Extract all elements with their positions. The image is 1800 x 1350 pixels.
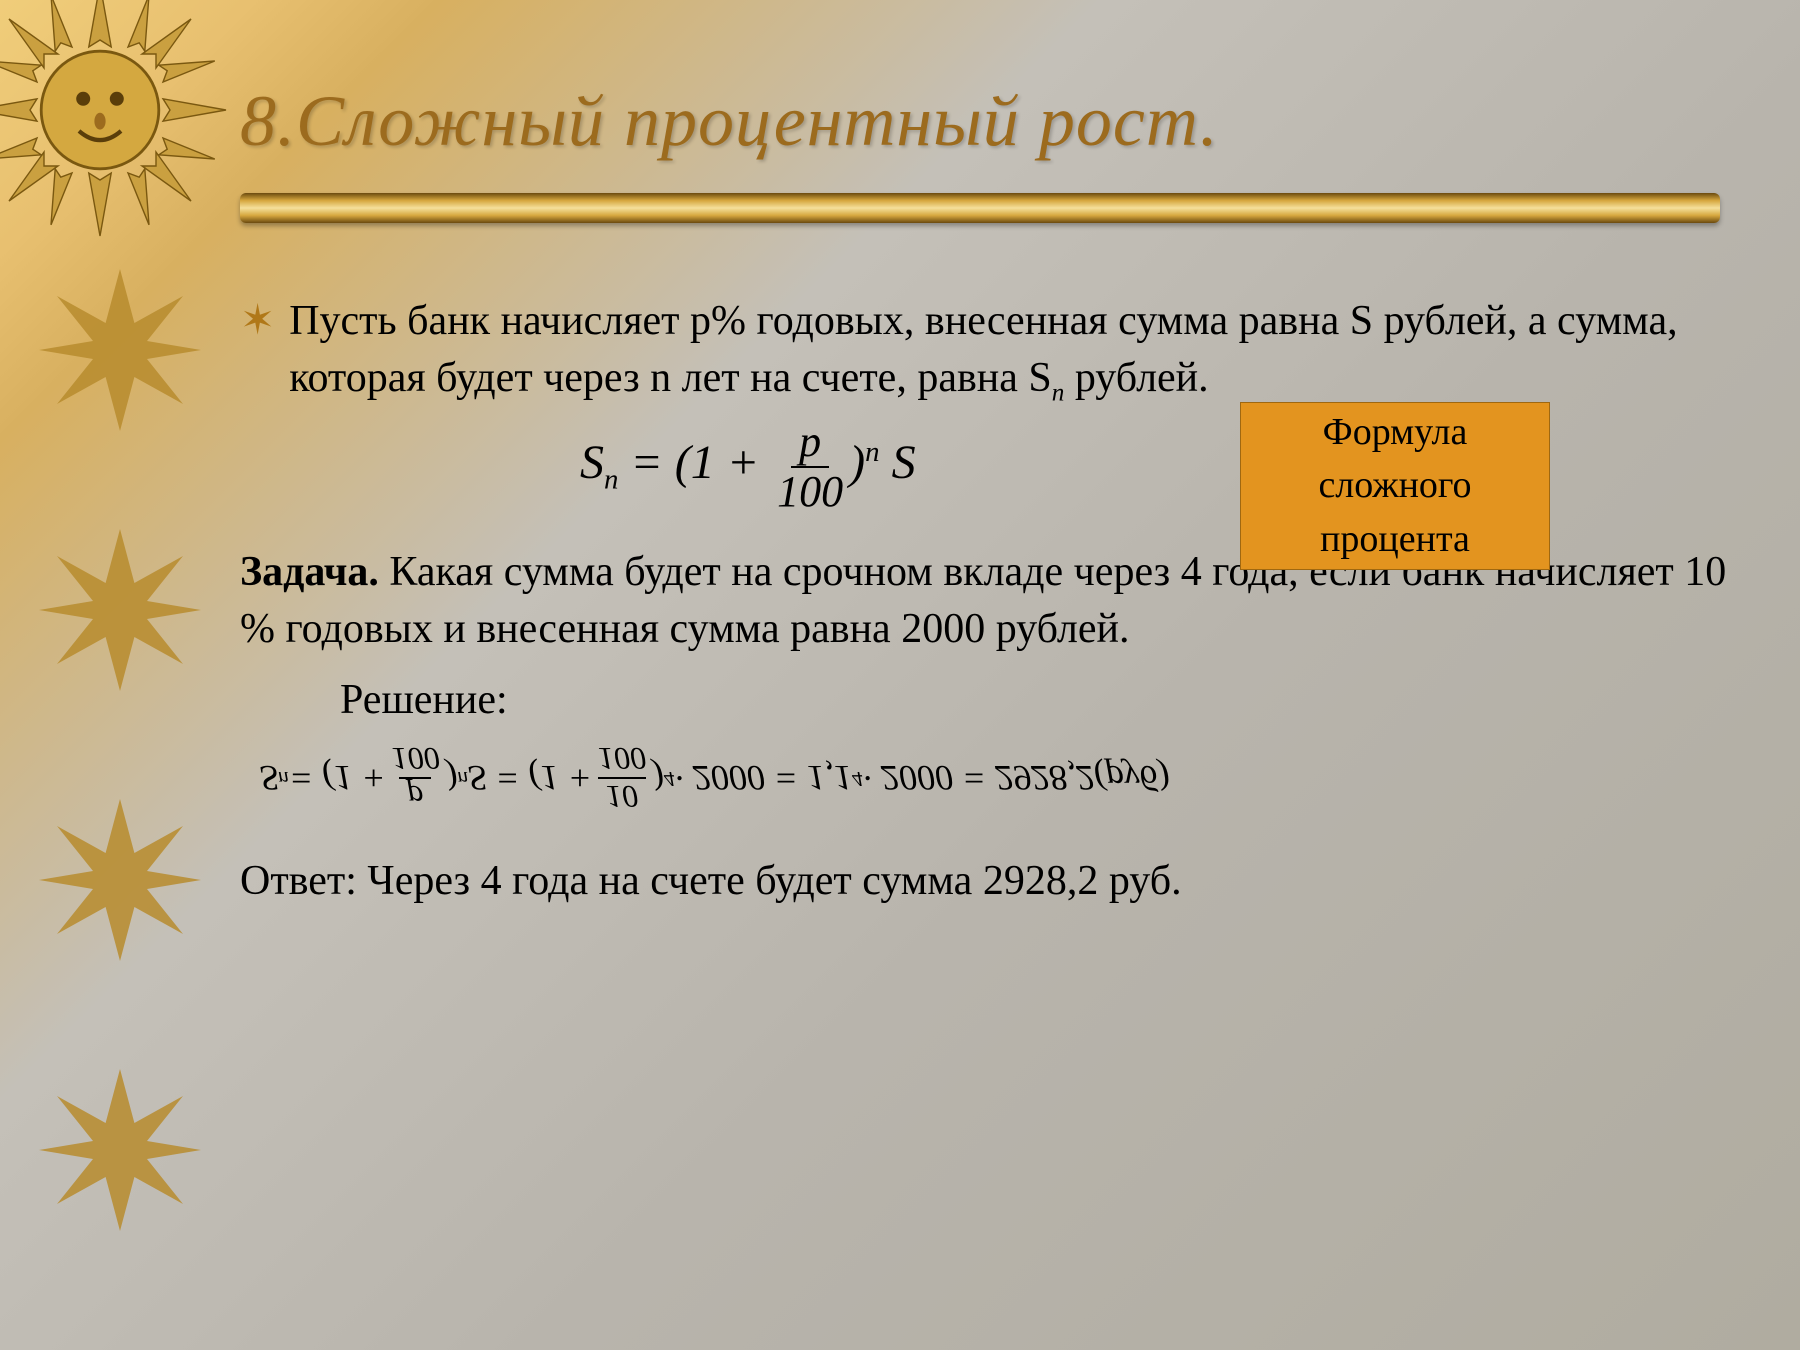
sun-icon [0,0,240,250]
answer-text: Ответ: Через 4 года на счете будет сумма… [240,853,1740,910]
solution-formula: Sn = (1 + p100)n S = (1 + 10100)4 · 2000… [260,743,1740,813]
compound-interest-formula: Sn = (1 + p100)n S [580,420,916,514]
bullet-icon: ✶ [240,293,275,350]
slide-title: 8.Сложный процентный рост. [240,80,1740,163]
body-text: ✶ Пусть банк начисляет р% годовых, внесе… [240,293,1740,910]
star-icon [30,520,210,700]
star-icon [30,260,210,440]
intro-paragraph: Пусть банк начисляет р% годовых, внесенн… [289,293,1740,410]
star-icon [30,790,210,970]
title-divider [240,193,1720,223]
task-label: Задача. [240,549,379,595]
solution-label: Решение: [340,672,1740,729]
formula-callout-box: Формула сложного процента [1240,402,1550,570]
star-icon [30,1060,210,1240]
decorative-sidebar [0,0,240,1350]
slide-content: 8.Сложный процентный рост. ✶ Пусть банк … [240,0,1800,1350]
solution-formula-flipped: Sn = (1 + p100)n S = (1 + 10100)4 · 2000… [240,743,1740,813]
